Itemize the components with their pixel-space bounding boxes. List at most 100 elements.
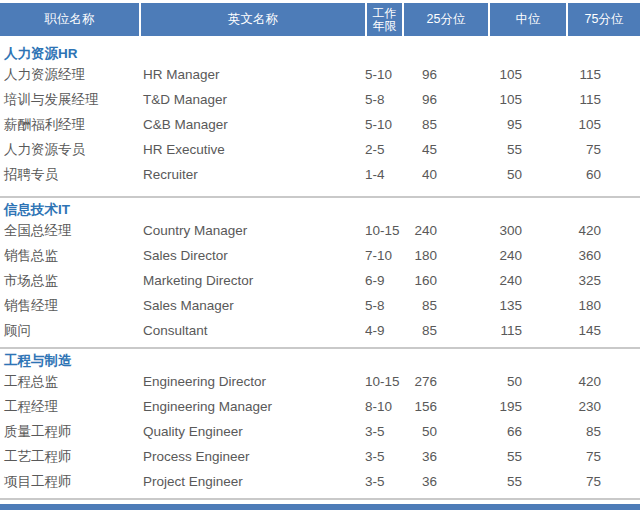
position-name-cell: 全国总经理 (0, 222, 139, 240)
position-name-cell: 薪酬福利经理 (0, 116, 139, 134)
p75-cell: 360 (566, 248, 640, 263)
work-years-cell: 6-9 (365, 273, 402, 288)
p25-cell: 160 (402, 273, 488, 288)
p75-cell: 145 (566, 323, 640, 338)
english-name-cell: Process Engineer (139, 449, 365, 464)
work-years-cell: 3-5 (365, 474, 402, 489)
position-name-cell: 工程经理 (0, 398, 139, 416)
p75-cell: 325 (566, 273, 640, 288)
table-row: 顾问Consultant4-985115145 (0, 318, 640, 343)
position-name-cell: 工艺工程师 (0, 448, 139, 466)
work-years-cell: 3-5 (365, 449, 402, 464)
position-name-cell: 质量工程师 (0, 423, 139, 441)
position-name-cell: 培训与发展经理 (0, 91, 139, 109)
work-years-cell: 10-15 (365, 223, 402, 238)
section-title: 人力资源HR (0, 36, 640, 62)
work-years-cell: 8-10 (365, 399, 402, 414)
english-name-cell: Consultant (139, 323, 365, 338)
median-cell: 240 (488, 248, 566, 263)
header-cell-work-years: 工作年限 (365, 3, 402, 36)
work-years-cell: 2-5 (365, 142, 402, 157)
position-name-cell: 项目工程师 (0, 473, 139, 491)
header-cell-median: 中位 (488, 3, 566, 36)
p25-cell: 85 (402, 298, 488, 313)
p25-cell: 156 (402, 399, 488, 414)
section-title: 信息技术IT (0, 198, 640, 218)
work-years-cell: 5-10 (365, 117, 402, 132)
english-name-cell: Recruiter (139, 167, 365, 182)
english-name-cell: Sales Manager (139, 298, 365, 313)
median-cell: 115 (488, 323, 566, 338)
work-years-cell: 10-15 (365, 374, 402, 389)
english-name-cell: Engineering Director (139, 374, 365, 389)
median-cell: 55 (488, 449, 566, 464)
english-name-cell: Sales Director (139, 248, 365, 263)
position-name-cell: 招聘专员 (0, 166, 139, 184)
p25-cell: 96 (402, 92, 488, 107)
median-cell: 66 (488, 424, 566, 439)
median-cell: 105 (488, 67, 566, 82)
table-row: 销售经理Sales Manager5-885135180 (0, 293, 640, 318)
table-row: 销售总监Sales Director7-10180240360 (0, 243, 640, 268)
position-name-cell: 销售总监 (0, 247, 139, 265)
salary-table-page: 职位名称 英文名称 工作年限 25分位 中位 75分位 人力资源HR人力资源经理… (0, 0, 640, 510)
median-cell: 55 (488, 142, 566, 157)
position-name-cell: 销售经理 (0, 297, 139, 315)
table-row: 培训与发展经理T&D Manager5-896105115 (0, 87, 640, 112)
p75-cell: 60 (566, 167, 640, 182)
p75-cell: 420 (566, 374, 640, 389)
english-name-cell: HR Executive (139, 142, 365, 157)
table-section: 工程与制造工程总监Engineering Director10-15276504… (0, 349, 640, 500)
table-row: 全国总经理Country Manager10-15240300420 (0, 218, 640, 243)
work-years-cell: 5-8 (365, 92, 402, 107)
position-name-cell: 市场总监 (0, 272, 139, 290)
header-cell-percentile-75: 75分位 (566, 3, 640, 36)
p25-cell: 276 (402, 374, 488, 389)
median-cell: 105 (488, 92, 566, 107)
p25-cell: 45 (402, 142, 488, 157)
work-years-cell: 5-8 (365, 298, 402, 313)
table-row: 薪酬福利经理C&B Manager5-108595105 (0, 112, 640, 137)
p75-cell: 75 (566, 474, 640, 489)
p25-cell: 240 (402, 223, 488, 238)
p25-cell: 36 (402, 449, 488, 464)
work-years-cell: 4-9 (365, 323, 402, 338)
english-name-cell: Project Engineer (139, 474, 365, 489)
p25-cell: 40 (402, 167, 488, 182)
p75-cell: 230 (566, 399, 640, 414)
p25-cell: 180 (402, 248, 488, 263)
table-section: 人力资源HR人力资源经理HR Manager5-1096105115培训与发展经… (0, 36, 640, 198)
p75-cell: 75 (566, 449, 640, 464)
p25-cell: 96 (402, 67, 488, 82)
median-cell: 50 (488, 374, 566, 389)
english-name-cell: T&D Manager (139, 92, 365, 107)
p25-cell: 85 (402, 117, 488, 132)
table-row: 工艺工程师Process Engineer3-5365575 (0, 444, 640, 469)
p75-cell: 75 (566, 142, 640, 157)
position-name-cell: 顾问 (0, 322, 139, 340)
header-cell-percentile-25: 25分位 (402, 3, 488, 36)
work-years-cell: 7-10 (365, 248, 402, 263)
position-name-cell: 人力资源专员 (0, 141, 139, 159)
table-row: 质量工程师Quality Engineer3-5506685 (0, 419, 640, 444)
header-cell-position-name: 职位名称 (0, 3, 139, 36)
p75-cell: 105 (566, 117, 640, 132)
english-name-cell: Country Manager (139, 223, 365, 238)
p75-cell: 85 (566, 424, 640, 439)
median-cell: 55 (488, 474, 566, 489)
english-name-cell: Quality Engineer (139, 424, 365, 439)
table-section: 信息技术IT全国总经理Country Manager10-15240300420… (0, 198, 640, 349)
table-row: 人力资源专员HR Executive2-5455575 (0, 137, 640, 162)
table-row: 市场总监Marketing Director6-9160240325 (0, 268, 640, 293)
next-table-header-partial-bar (0, 504, 640, 510)
table-row: 招聘专员Recruiter1-4405060 (0, 162, 640, 187)
median-cell: 195 (488, 399, 566, 414)
table-row: 人力资源经理HR Manager5-1096105115 (0, 62, 640, 87)
position-name-cell: 工程总监 (0, 373, 139, 391)
english-name-cell: Marketing Director (139, 273, 365, 288)
p75-cell: 420 (566, 223, 640, 238)
median-cell: 300 (488, 223, 566, 238)
median-cell: 95 (488, 117, 566, 132)
p75-cell: 115 (566, 67, 640, 82)
p25-cell: 36 (402, 474, 488, 489)
